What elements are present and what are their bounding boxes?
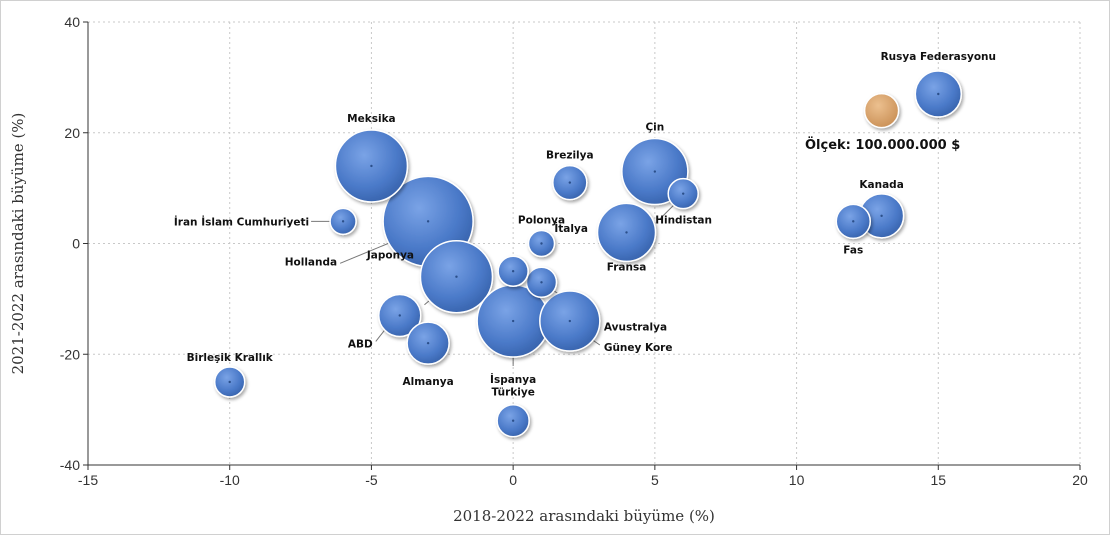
bubble-center-dot — [511, 269, 515, 273]
bubble-label: Fransa — [607, 261, 647, 273]
scale-label: Ölçek: 100.000.000 $ — [805, 137, 960, 153]
bubbles — [213, 70, 963, 438]
x-tick-label: -10 — [220, 472, 240, 488]
bubble-center-dot — [511, 319, 515, 323]
bubble-center-dot — [653, 170, 657, 173]
y-tick-label: -20 — [60, 346, 80, 362]
bubble-label: Türkiye — [491, 387, 534, 399]
x-tick-label: 10 — [789, 472, 805, 488]
bubble-label: Hindistan — [655, 215, 712, 227]
bubble-center-dot — [852, 220, 855, 223]
bubble-label: Kanada — [859, 179, 903, 191]
bubble-label: Almanya — [403, 376, 454, 388]
bubble-label: Japonya — [366, 250, 414, 262]
bubble-center-dot — [880, 214, 883, 218]
bubble-center-dot — [937, 92, 940, 96]
bubble-center-dot — [426, 220, 430, 223]
y-tick-label: 40 — [64, 14, 80, 30]
bubble-label: İspanya — [490, 372, 536, 386]
bubble-center-dot — [228, 380, 231, 384]
x-tick-label: -5 — [365, 472, 378, 488]
bubble-center-dot — [568, 181, 572, 184]
bubble-label: Meksika — [347, 113, 395, 125]
x-tick-label: 15 — [930, 472, 946, 488]
bubble-label: İran İslam Cumhuriyeti — [174, 214, 309, 228]
x-tick-label: 20 — [1072, 472, 1088, 488]
bubble-center-dot — [625, 231, 628, 234]
bubble-center-dot — [540, 281, 543, 284]
bubble-center-dot — [511, 419, 515, 422]
bubble-label: ABD — [348, 338, 373, 350]
x-tick-label: 0 — [509, 472, 517, 488]
bubble-center-dot — [568, 319, 572, 323]
bubble-center-dot — [398, 314, 401, 317]
x-tick-label: 5 — [651, 472, 659, 488]
bubble-labels: Rusya Federasyonu Meksika Çin Brezilya Hindi… — [174, 51, 996, 399]
bubble-label: Fas — [843, 244, 863, 256]
bubble-center-dot — [370, 164, 373, 168]
y-axis-title: 2021-2022 arasındaki büyüme (%) — [9, 113, 27, 375]
bubble-label: Güney Kore — [604, 342, 673, 354]
bubble-center-dot — [455, 275, 458, 278]
bubble-label: Polonya — [518, 215, 565, 227]
bubble-center-dot — [341, 220, 345, 223]
x-tick-label: -15 — [78, 472, 98, 488]
scale-bubble — [863, 92, 900, 129]
y-tick-label: 0 — [72, 236, 80, 252]
bubble-label: Rusya Federasyonu — [881, 51, 996, 63]
axes: -15 -10 -5 0 5 10 15 20 -40 -20 0 20 40 — [60, 14, 1088, 488]
bubble-label: Birleşik Krallık — [187, 352, 274, 364]
bubble-label: Avustralya — [604, 321, 667, 333]
bubble-label: Brezilya — [546, 150, 594, 162]
grid — [88, 21, 1081, 465]
bubble-label: Hollanda — [285, 256, 337, 268]
bubble-center-dot — [426, 341, 430, 345]
bubble-label: Çin — [645, 122, 664, 134]
x-axis-title: 2018-2022 arasındaki büyüme (%) — [453, 507, 715, 525]
bubble-center-dot — [540, 242, 543, 245]
y-tick-label: -40 — [60, 457, 80, 473]
bubble-label: İtalya — [554, 221, 588, 235]
y-tick-label: 20 — [64, 125, 80, 141]
bubble-center-dot — [682, 192, 685, 195]
